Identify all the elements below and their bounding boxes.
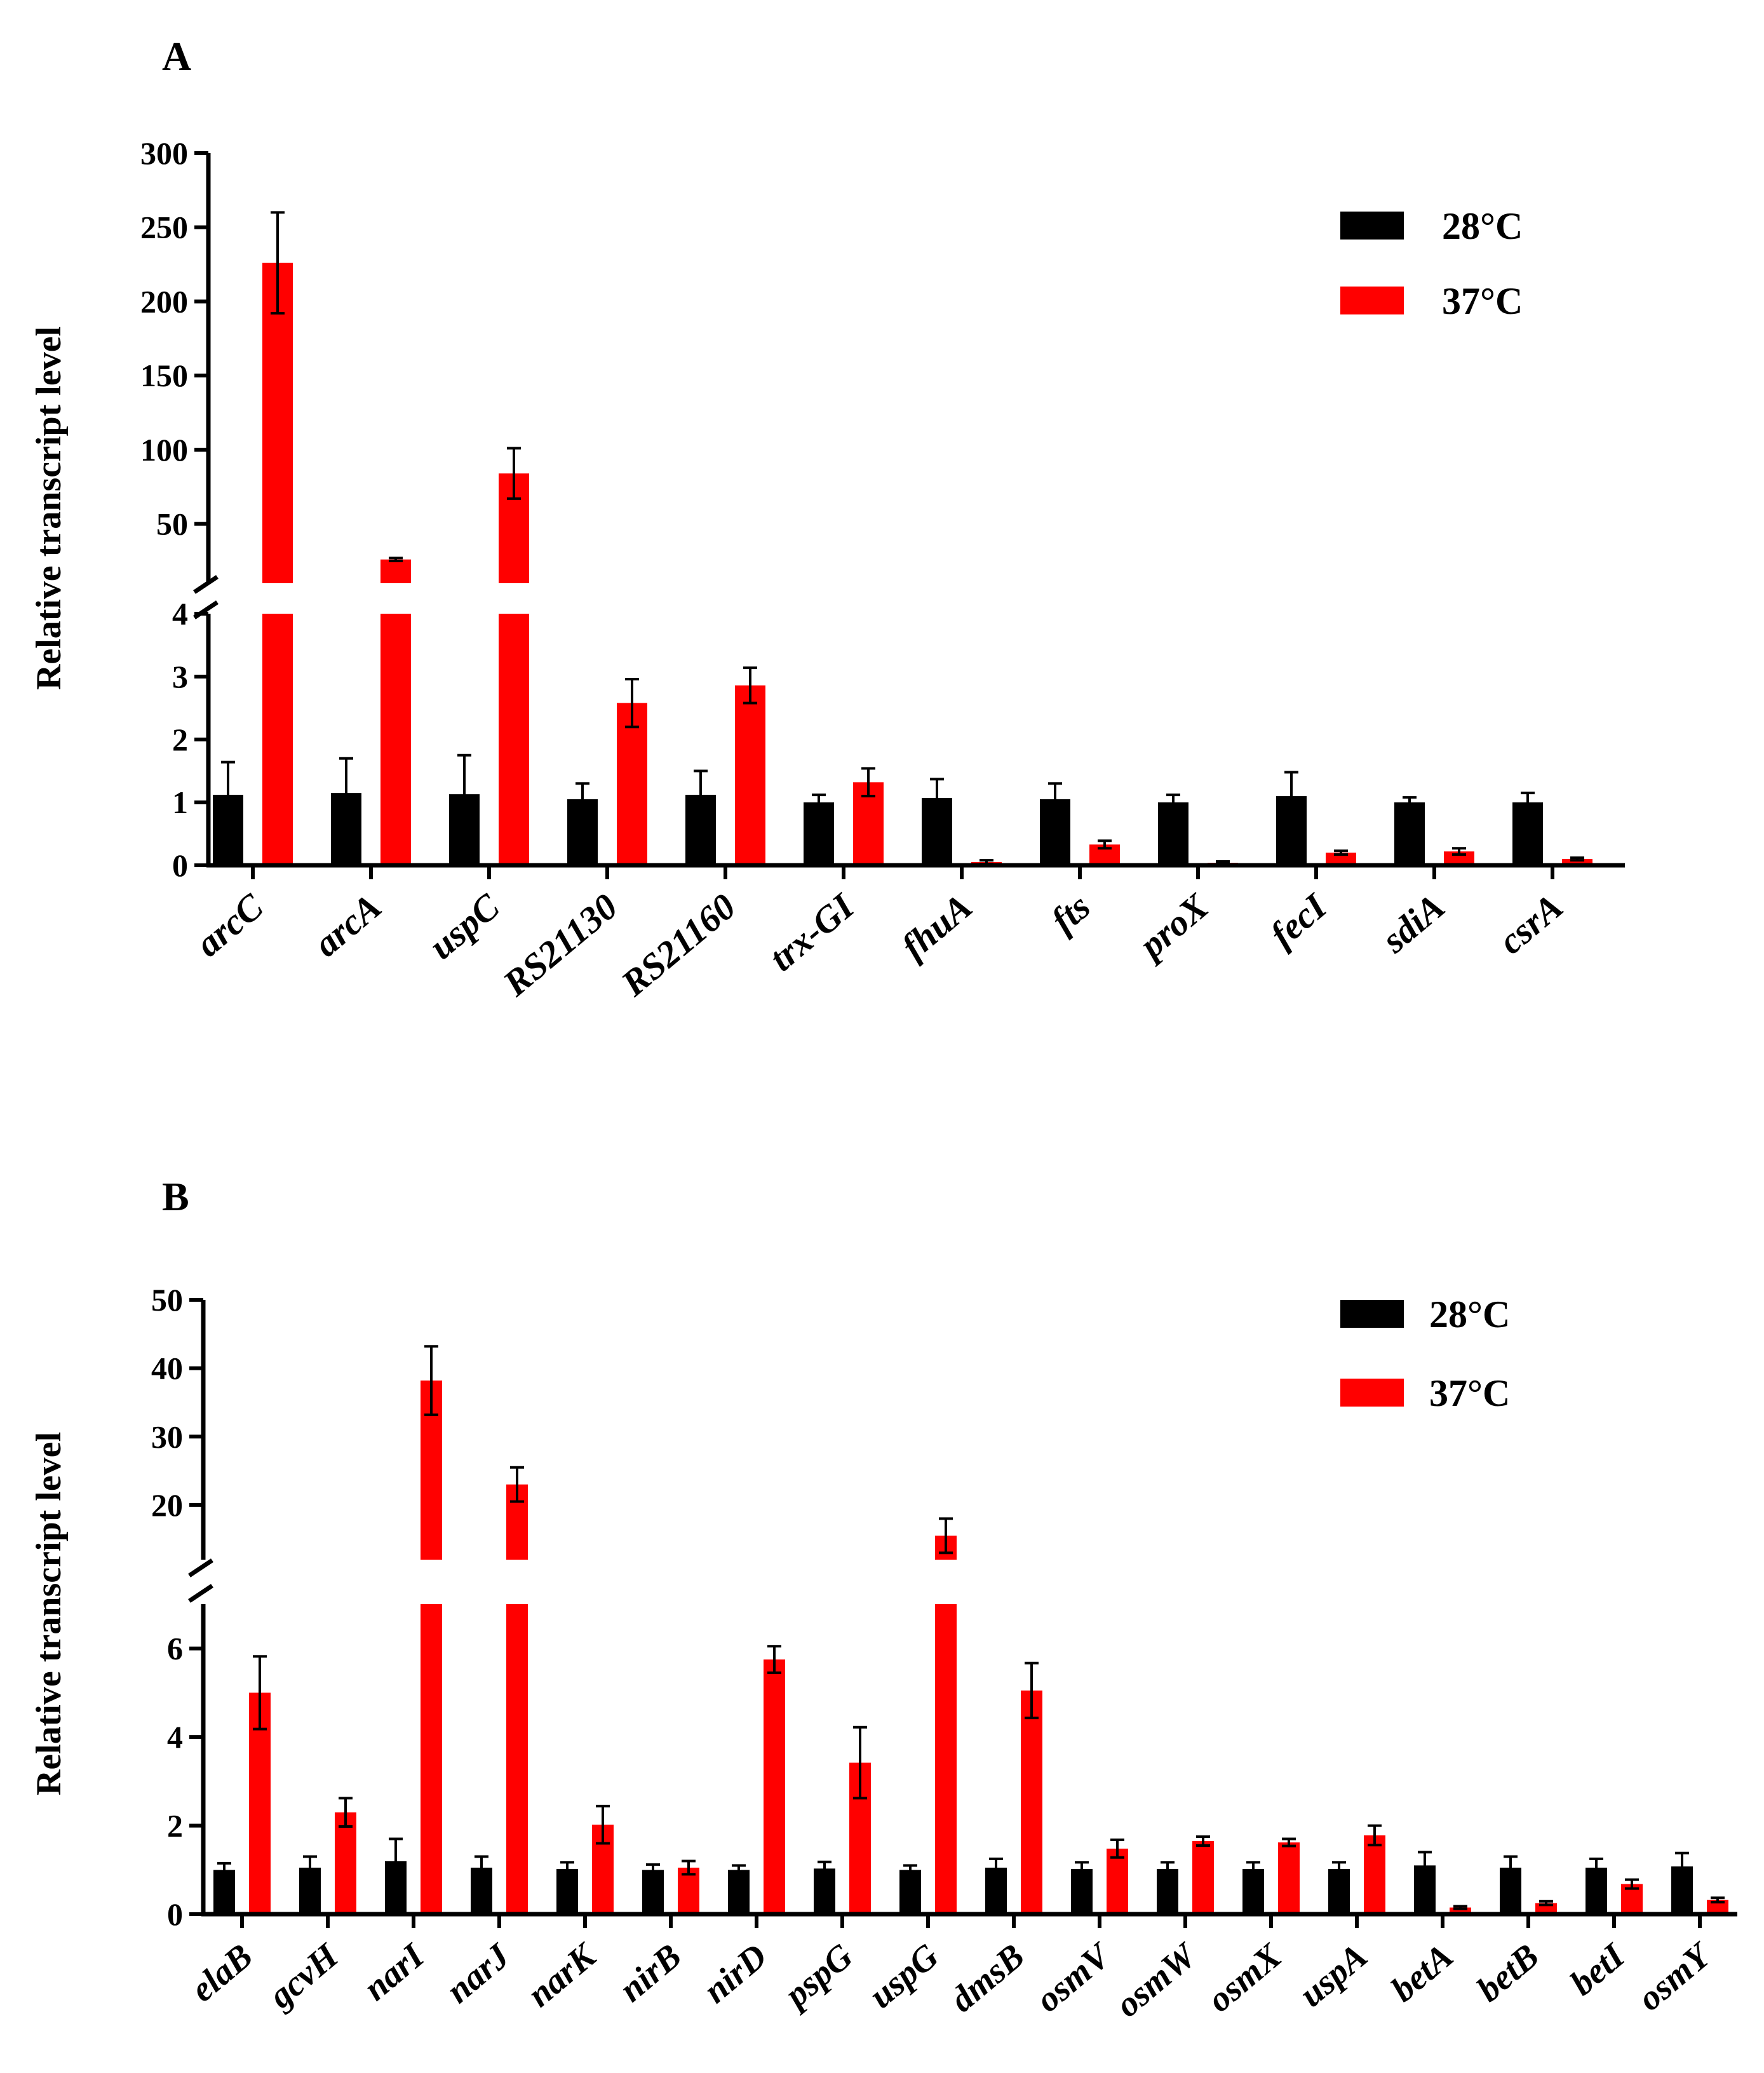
y-tick-label: 200 <box>140 283 188 319</box>
x-category-label: narI <box>356 1935 433 2008</box>
y-tick-label: 100 <box>140 432 188 468</box>
bar-28c-trx-GI <box>804 802 834 865</box>
y-tick-label: 50 <box>156 506 188 542</box>
x-category-label: dmsB <box>943 1936 1032 2020</box>
bar-37c-narJ <box>506 1604 528 1914</box>
bar-37c-uspA <box>1364 1835 1385 1914</box>
axis-break-mark <box>193 575 219 594</box>
y-tick-label: 40 <box>151 1351 183 1386</box>
legend-label-37c: 37°C <box>1429 1372 1510 1414</box>
x-category-label: betI <box>1563 1935 1633 2003</box>
x-category-label: gcvH <box>260 1936 346 2017</box>
y-tick-label: 1 <box>172 785 188 820</box>
x-category-label: betB <box>1469 1936 1546 2009</box>
x-category-label: arcC <box>188 885 272 964</box>
panel-label: A <box>162 34 191 79</box>
x-category-label: betA <box>1384 1936 1460 2009</box>
bar-28c-uspG <box>899 1870 921 1914</box>
bar-37c-fecI <box>1326 853 1356 865</box>
legend-label-28c: 28°C <box>1429 1293 1510 1335</box>
bar-37c-csrA <box>1562 859 1592 865</box>
y-tick-label: 30 <box>151 1419 183 1454</box>
bar-37c-arcA-upper <box>380 559 411 583</box>
x-category-label: fecI <box>1262 884 1335 955</box>
bar-28c-sdiA <box>1394 802 1425 865</box>
bar-37c-sdiA <box>1444 851 1474 865</box>
x-category-label: osmY <box>1631 1935 1720 2019</box>
y-tick-label: 0 <box>172 847 188 883</box>
bar-37c-osmV <box>1107 1848 1128 1914</box>
x-category-label: elaB <box>183 1936 260 2009</box>
bar-37c-uspC <box>499 614 529 865</box>
y-axis-label: Relative transcript level <box>29 1432 69 1795</box>
y-tick-label: 20 <box>151 1487 183 1523</box>
legend-swatch-37c <box>1340 1379 1404 1407</box>
legend-swatch-37c <box>1340 287 1404 314</box>
y-tick-label: 50 <box>151 1282 183 1318</box>
x-category-label: nirD <box>696 1936 774 2011</box>
y-tick-label: 300 <box>140 135 188 171</box>
bar-37c-betA <box>1450 1907 1471 1914</box>
axis-break-mark <box>188 1558 213 1577</box>
panel-a: A Relative transcript level 0 1 2 3 4 50 100 150 2… <box>29 34 1625 1004</box>
y-tick-label: 250 <box>140 210 188 245</box>
bar-37c-arcC <box>262 614 293 865</box>
legend-label-28c: 28°C <box>1442 205 1523 247</box>
x-category-label: osmW <box>1108 1935 1206 2025</box>
bar-37c-dmsB <box>1021 1690 1042 1914</box>
y-tick-label: 150 <box>140 358 188 393</box>
axis-break-mark <box>188 1584 213 1603</box>
bar-37c-uspG <box>935 1604 957 1914</box>
bar-37c-nirD <box>764 1659 785 1914</box>
bar-37c-osmY <box>1707 1900 1728 1914</box>
bar-37c-osmW <box>1192 1840 1214 1914</box>
y-axis-label: Relative transcript level <box>29 327 69 690</box>
bar-28c-nirD <box>728 1870 750 1914</box>
bar-28c-proX <box>1158 802 1188 865</box>
x-category-label: uspC <box>421 885 508 967</box>
x-category-label: osmX <box>1200 1936 1289 2020</box>
x-category-label: nirB <box>612 1936 689 2010</box>
bar-37c-osmX <box>1278 1842 1300 1914</box>
x-category-label: uspG <box>862 1936 946 2016</box>
bar-37c-arcC-upper <box>262 262 293 583</box>
x-category-label: fhuA <box>894 886 980 968</box>
x-category-label: sdiA <box>1373 886 1452 961</box>
x-category-label: pspG <box>776 1936 860 2016</box>
y-tick-label: 0 <box>167 1896 183 1932</box>
y-tick-label: 2 <box>172 722 188 757</box>
bar-28c-nirB <box>642 1870 664 1914</box>
bar-37c-gcvH <box>335 1812 356 1914</box>
bar-37c-RS21130 <box>617 703 647 865</box>
x-category-label: narJ <box>439 1935 518 2011</box>
x-category-label: csrA <box>1491 886 1571 962</box>
x-category-label: osmV <box>1028 1935 1120 2020</box>
bar-37c-RS21160 <box>735 685 765 865</box>
panel-label: B <box>162 1174 189 1219</box>
panel-b: B Relative transcript level 0 2 4 6 20 30 40 50 el… <box>29 1174 1737 2025</box>
y-tick-label: 4 <box>167 1719 183 1755</box>
x-category-label: arcA <box>306 886 389 964</box>
bar-37c-arcA <box>380 614 411 865</box>
bar-37c-narI <box>421 1604 442 1914</box>
legend-swatch-28c <box>1340 1300 1404 1328</box>
x-category-label: narK <box>520 1935 605 2015</box>
x-category-label: trx-GI <box>762 884 863 979</box>
x-category-label: fts <box>1043 886 1098 941</box>
legend-label-37c: 37°C <box>1442 280 1523 322</box>
y-tick-label: 6 <box>167 1631 183 1666</box>
x-category-label: uspA <box>1292 1936 1375 2015</box>
legend-swatch-28c <box>1340 212 1404 240</box>
x-category-label: proX <box>1129 885 1216 968</box>
x-category-label: RS21160 <box>613 886 744 1004</box>
y-tick-label: 4 <box>172 596 188 631</box>
y-tick-label: 3 <box>172 659 188 694</box>
y-tick-label: 2 <box>167 1808 183 1844</box>
x-category-label: RS21130 <box>495 886 626 1004</box>
